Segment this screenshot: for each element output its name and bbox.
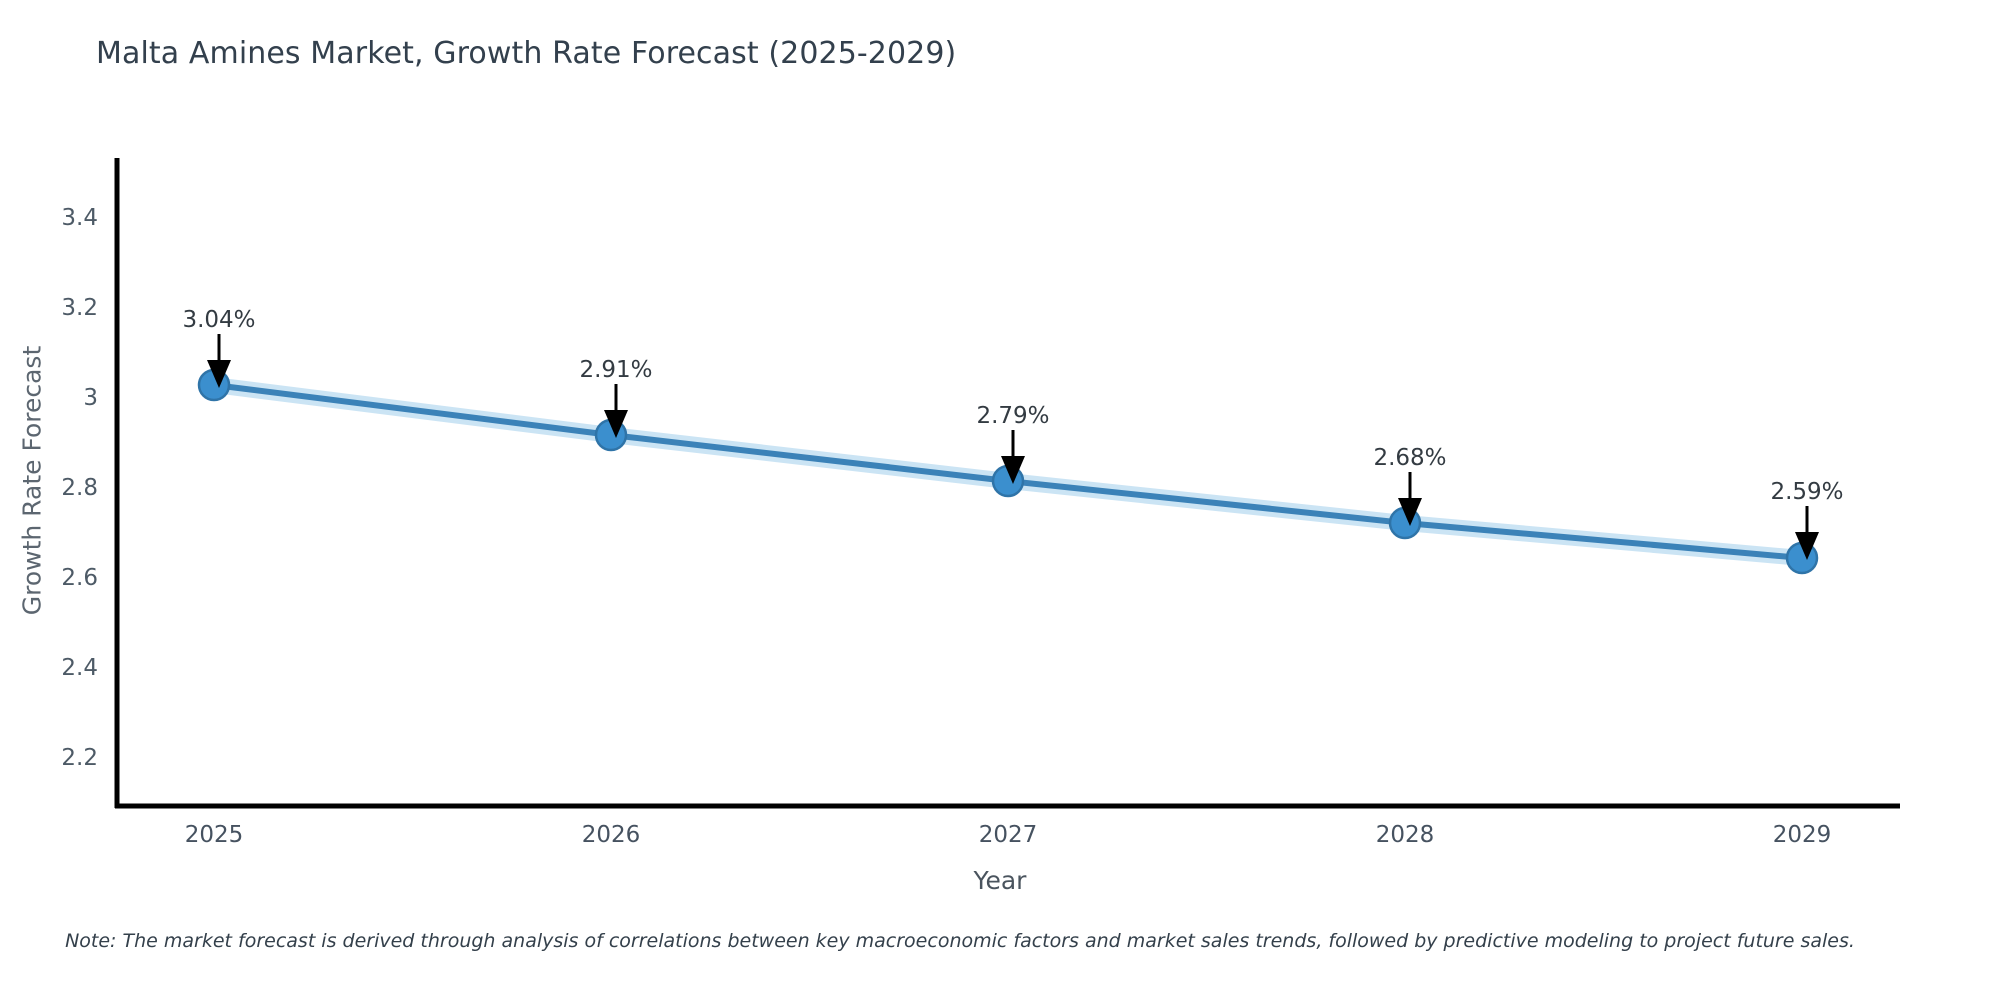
data-label: 2.91%: [579, 357, 653, 383]
arrow-down-icon: [1398, 498, 1422, 526]
axis-spine: [114, 158, 1900, 809]
y-tick-label: 2.8: [61, 475, 98, 501]
y-tick-label: 2.6: [61, 565, 98, 591]
x-tick-label: 2028: [1375, 822, 1435, 848]
x-tick-label: 2025: [184, 822, 244, 848]
x-tick-label: 2027: [978, 822, 1038, 848]
data-label: 2.59%: [1770, 479, 1844, 505]
arrow-down-icon: [1001, 456, 1025, 484]
y-tick-label: 3.2: [61, 295, 98, 321]
y-tick-label: 3.4: [61, 205, 98, 231]
x-tick-label: 2026: [581, 822, 641, 848]
y-axis-tick-labels: 3.4 3.2 3 2.8 2.6 2.4 2.2: [16, 0, 98, 1000]
x-axis-title: Year: [973, 866, 1027, 895]
arrow-down-icon: [207, 360, 231, 388]
data-label: 2.68%: [1373, 445, 1447, 471]
data-label: 2.79%: [976, 403, 1050, 429]
data-label: 3.04%: [182, 307, 256, 333]
annotation-arrows: [207, 334, 1819, 560]
arrow-down-icon: [604, 410, 628, 438]
y-tick-label: 3: [83, 385, 98, 411]
y-tick-label: 2.2: [61, 745, 98, 771]
x-tick-label: 2029: [1772, 822, 1832, 848]
arrow-down-icon: [1795, 532, 1819, 560]
chart-footnote: Note: The market forecast is derived thr…: [65, 930, 1855, 952]
y-tick-label: 2.4: [61, 655, 98, 681]
page-title: Malta Amines Market, Growth Rate Forecas…: [96, 36, 957, 71]
